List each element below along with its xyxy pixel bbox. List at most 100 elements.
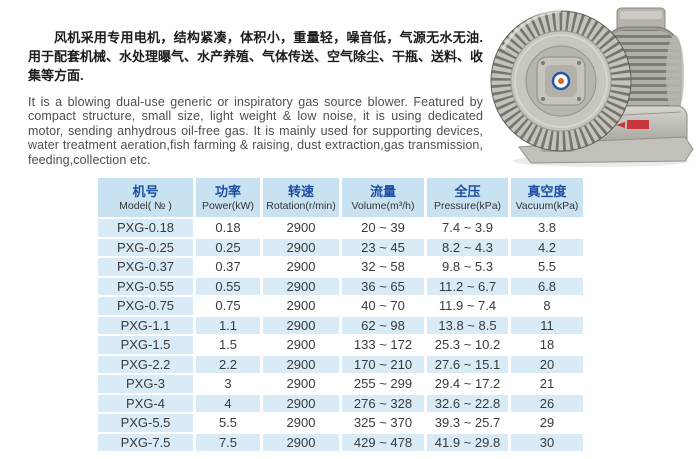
value-cell: 0.37	[196, 258, 260, 276]
model-cell: PXG-4	[98, 394, 193, 412]
intro-block: 风机采用专用电机，结构紧凑，体积小，重量轻，噪音低，气源无水无油. 用于配套机械…	[28, 28, 483, 167]
value-cell: 2900	[263, 238, 339, 256]
value-cell: 11.9 ~ 7.4	[427, 297, 508, 315]
spec-table-body: PXG-0.18 0.18 2900 20 ~ 39 7.4 ~ 3.9 3.8 PXG-0…	[98, 219, 583, 451]
model-cell: PXG-0.37	[98, 258, 193, 276]
spec-table: 机号 Model( № ) 功率 Power(kW) 转速 Rotation(r/min)…	[95, 176, 586, 453]
value-cell: 2900	[263, 394, 339, 412]
table-row: PXG-0.18 0.18 2900 20 ~ 39 7.4 ~ 3.9 3.8	[98, 219, 583, 237]
value-cell: 20	[511, 355, 583, 373]
value-cell: 39.3 ~ 25.7	[427, 414, 508, 432]
value-cell: 4	[196, 394, 260, 412]
value-cell: 29	[511, 414, 583, 432]
table-row: PXG-5.5 5.5 2900 325 ~ 370 39.3 ~ 25.7 29	[98, 414, 583, 432]
value-cell: 0.25	[196, 238, 260, 256]
model-cell: PXG-0.75	[98, 297, 193, 315]
table-row: PXG-1.5 1.5 2900 133 ~ 172 25.3 ~ 10.2 18	[98, 336, 583, 354]
value-cell: 2900	[263, 414, 339, 432]
value-cell: 276 ~ 328	[342, 394, 424, 412]
value-cell: 6.8	[511, 277, 583, 295]
value-cell: 2900	[263, 375, 339, 393]
value-cell: 36 ~ 65	[342, 277, 424, 295]
value-cell: 20 ~ 39	[342, 219, 424, 237]
table-row: PXG-0.75 0.75 2900 40 ~ 70 11.9 ~ 7.4 8	[98, 297, 583, 315]
value-cell: 11.2 ~ 6.7	[427, 277, 508, 295]
value-cell: 2900	[263, 219, 339, 237]
value-cell: 23 ~ 45	[342, 238, 424, 256]
ring-blower-illustration	[490, 7, 694, 167]
value-cell: 170 ~ 210	[342, 355, 424, 373]
value-cell: 2900	[263, 336, 339, 354]
product-photo-blower	[489, 3, 695, 169]
table-row: PXG-0.37 0.37 2900 32 ~ 58 9.8 ~ 5.3 5.5	[98, 258, 583, 276]
value-cell: 27.6 ~ 15.1	[427, 355, 508, 373]
value-cell: 9.8 ~ 5.3	[427, 258, 508, 276]
column-header-2: 功率 Power(kW)	[196, 178, 260, 217]
value-cell: 40 ~ 70	[342, 297, 424, 315]
model-cell: PXG-1.5	[98, 336, 193, 354]
value-cell: 255 ~ 299	[342, 375, 424, 393]
red-arrow-label	[616, 122, 625, 128]
value-cell: 5.5	[196, 414, 260, 432]
intro-paragraph-cn: 风机采用专用电机，结构紧凑，体积小，重量轻，噪音低，气源无水无油. 用于配套机械…	[28, 30, 484, 83]
value-cell: 41.9 ~ 29.8	[427, 433, 508, 451]
table-row: PXG-4 4 2900 276 ~ 328 32.6 ~ 22.8 26	[98, 394, 583, 412]
value-cell: 133 ~ 172	[342, 336, 424, 354]
value-cell: 8.2 ~ 4.3	[427, 238, 508, 256]
model-cell: PXG-0.18	[98, 219, 193, 237]
column-header-3: 转速 Rotation(r/min)	[263, 178, 339, 217]
model-cell: PXG-2.2	[98, 355, 193, 373]
table-row: PXG-1.1 1.1 2900 62 ~ 98 13.8 ~ 8.5 11	[98, 316, 583, 334]
table-row: PXG-0.25 0.25 2900 23 ~ 45 8.2 ~ 4.3 4.2	[98, 238, 583, 256]
model-cell: PXG-3	[98, 375, 193, 393]
value-cell: 13.8 ~ 8.5	[427, 316, 508, 334]
table-row: PXG-0.55 0.55 2900 36 ~ 65 11.2 ~ 6.7 6.8	[98, 277, 583, 295]
model-cell: PXG-1.1	[98, 316, 193, 334]
value-cell: 21	[511, 375, 583, 393]
table-row: PXG-7.5 7.5 2900 429 ~ 478 41.9 ~ 29.8 30	[98, 433, 583, 451]
column-header-6: 真空度 Vacuum(kPa)	[511, 178, 583, 217]
value-cell: 2900	[263, 316, 339, 334]
value-cell: 2900	[263, 277, 339, 295]
value-cell: 8	[511, 297, 583, 315]
value-cell: 2.2	[196, 355, 260, 373]
value-cell: 0.55	[196, 277, 260, 295]
brand-badge-icon	[551, 71, 571, 91]
value-cell: 325 ~ 370	[342, 414, 424, 432]
spec-table-header-row: 机号 Model( № ) 功率 Power(kW) 转速 Rotation(r/min)…	[98, 178, 583, 217]
value-cell: 26	[511, 394, 583, 412]
value-cell: 2900	[263, 433, 339, 451]
value-cell: 32.6 ~ 22.8	[427, 394, 508, 412]
model-cell: PXG-5.5	[98, 414, 193, 432]
value-cell: 2900	[263, 297, 339, 315]
value-cell: 25.3 ~ 10.2	[427, 336, 508, 354]
value-cell: 30	[511, 433, 583, 451]
value-cell: 62 ~ 98	[342, 316, 424, 334]
value-cell: 4.2	[511, 238, 583, 256]
model-cell: PXG-7.5	[98, 433, 193, 451]
value-cell: 11	[511, 316, 583, 334]
value-cell: 3	[196, 375, 260, 393]
table-row: PXG-2.2 2.2 2900 170 ~ 210 27.6 ~ 15.1 20	[98, 355, 583, 373]
column-header-1: 机号 Model( № )	[98, 178, 193, 217]
value-cell: 429 ~ 478	[342, 433, 424, 451]
value-cell: 7.4 ~ 3.9	[427, 219, 508, 237]
table-row: PXG-3 3 2900 255 ~ 299 29.4 ~ 17.2 21	[98, 375, 583, 393]
value-cell: 1.5	[196, 336, 260, 354]
value-cell: 32 ~ 58	[342, 258, 424, 276]
value-cell: 1.1	[196, 316, 260, 334]
model-cell: PXG-0.55	[98, 277, 193, 295]
value-cell: 3.8	[511, 219, 583, 237]
column-header-4: 流量 Volume(m³/h)	[342, 178, 424, 217]
value-cell: 0.75	[196, 297, 260, 315]
value-cell: 0.18	[196, 219, 260, 237]
value-cell: 5.5	[511, 258, 583, 276]
intro-paragraph-en: It is a blowing dual-use generic or insp…	[28, 95, 483, 167]
value-cell: 29.4 ~ 17.2	[427, 375, 508, 393]
value-cell: 2900	[263, 355, 339, 373]
column-header-5: 全压 Pressure(kPa)	[427, 178, 508, 217]
model-cell: PXG-0.25	[98, 238, 193, 256]
value-cell: 7.5	[196, 433, 260, 451]
value-cell: 18	[511, 336, 583, 354]
value-cell: 2900	[263, 258, 339, 276]
